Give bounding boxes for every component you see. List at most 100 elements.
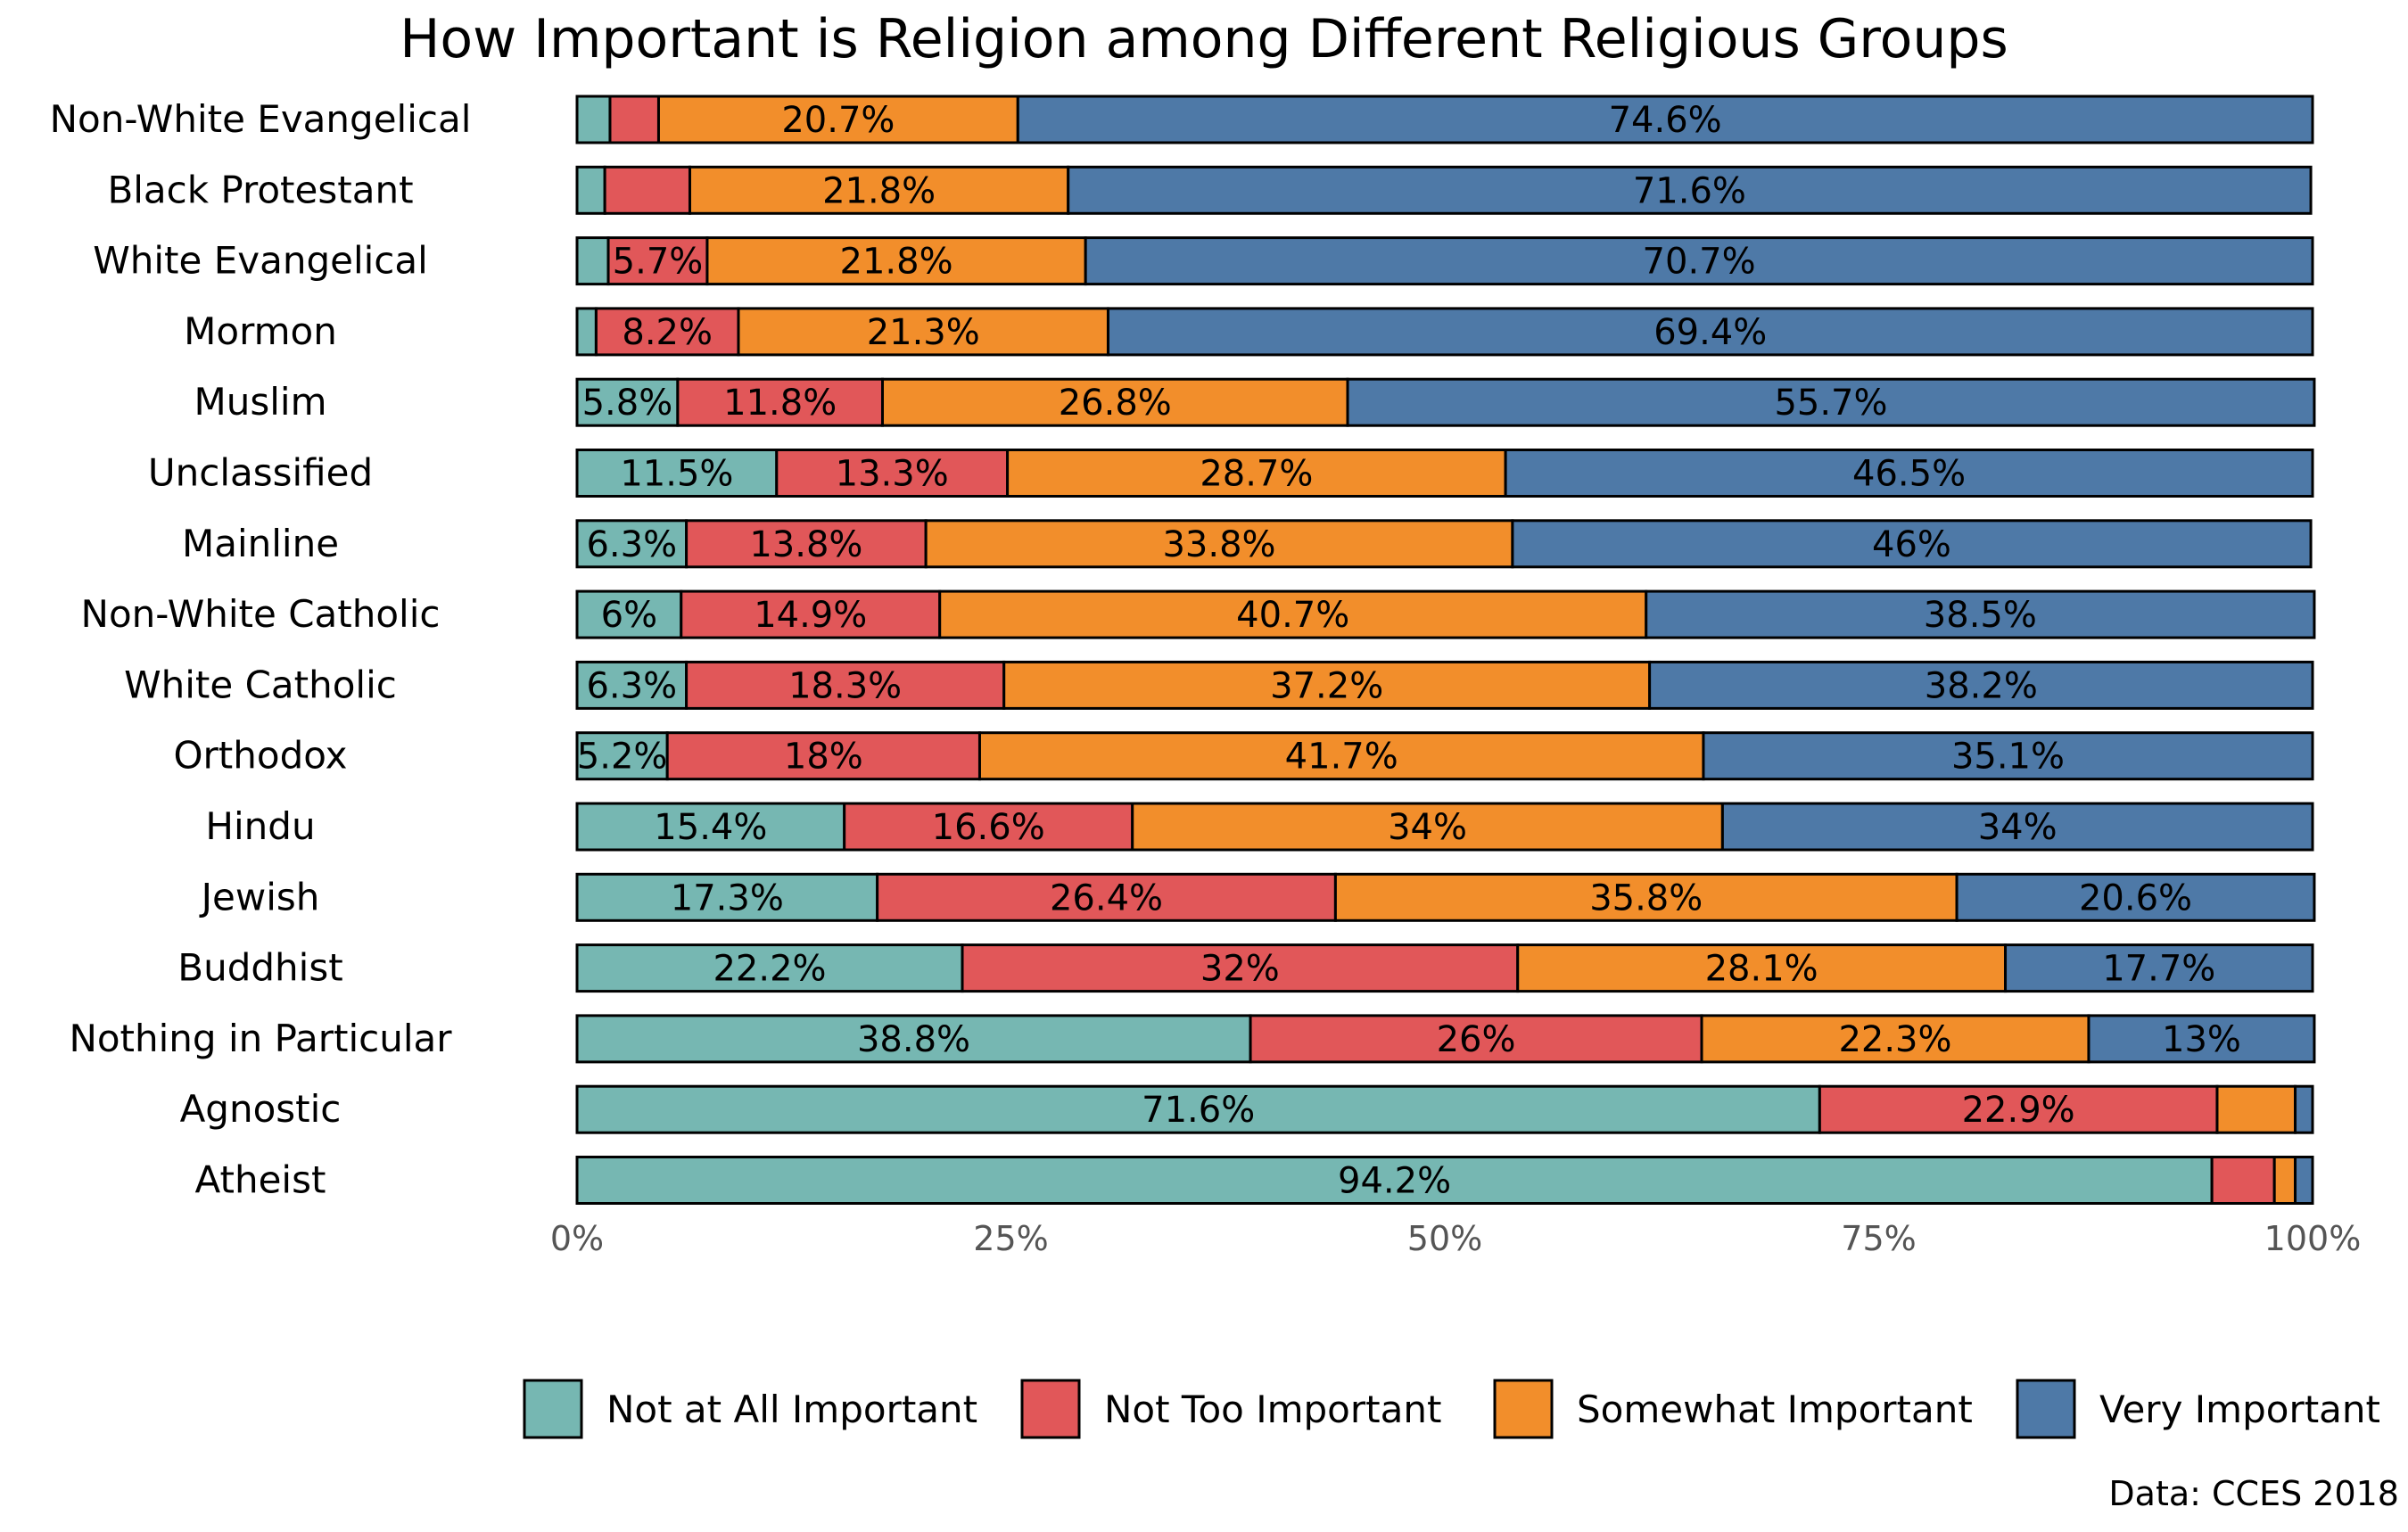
chart-title: How Important is Religion among Differen…	[400, 8, 2008, 70]
bar-mainline-very-important	[1511, 519, 2313, 569]
x-axis: 0% 25% 50% 75% 100%	[550, 1219, 2361, 1258]
data-label-non-white-catholic-very-important: 38.5%	[1924, 595, 2037, 636]
data-label-mormon-not-too-important: 8.2%	[622, 312, 713, 353]
x-tick-label: 100%	[2264, 1219, 2362, 1258]
bar-agnostic-not-at-all-important	[575, 1084, 1821, 1134]
data-label-nothing-in-particular-somewhat-important: 22.3%	[1838, 1019, 1951, 1060]
data-label-buddhist-somewhat-important: 28.1%	[1705, 949, 1818, 990]
bar-nothing-in-particular-very-important	[2087, 1014, 2316, 1064]
data-label-non-white-catholic-not-too-important: 14.9%	[754, 595, 867, 636]
bar-hindu-not-too-important	[843, 802, 1134, 852]
bar-muslim-not-too-important	[676, 377, 884, 427]
category-labels: Non-White Evangelical Black Protestant Whi…	[50, 97, 472, 1202]
category-label-non-white-evangelical: Non-White Evangelical	[50, 97, 472, 141]
data-label-white-catholic-very-important: 38.2%	[1925, 665, 2038, 706]
bar-atheist-not-too-important	[2210, 1156, 2276, 1205]
bar-atheist-somewhat-important	[2272, 1156, 2297, 1205]
category-label-mormon: Mormon	[184, 309, 337, 353]
bars: 20.7% 74.6% 21.8% 71.6% 5.7% 21.8% 70.7% 8.2% 21…	[575, 95, 2316, 1205]
data-label-white-catholic-somewhat-important: 37.2%	[1270, 665, 1383, 706]
bar-white-catholic-not-at-all-important	[575, 660, 689, 710]
data-label-jewish-somewhat-important: 35.8%	[1589, 877, 1703, 918]
bar-unclassified-not-too-important	[775, 449, 1010, 498]
legend-swatch-very-important	[2016, 1379, 2076, 1439]
bar-non-white-catholic-very-important	[1645, 589, 2316, 639]
x-tick-label: 0%	[550, 1219, 604, 1258]
category-label-hindu: Hindu	[205, 804, 315, 848]
data-label-black-protestant-somewhat-important: 21.8%	[822, 170, 936, 211]
legend-swatch-not-too-important	[1020, 1379, 1081, 1439]
legend-label-very-important: Very Important	[2099, 1388, 2380, 1431]
category-label-jewish: Jewish	[199, 875, 320, 918]
bar-buddhist-very-important	[2004, 943, 2314, 993]
bar-hindu-somewhat-important	[1131, 802, 1724, 852]
category-label-nothing-in-particular: Nothing in Particular	[69, 1017, 452, 1060]
legend-swatch-somewhat-important	[1493, 1379, 1554, 1439]
bar-black-protestant-somewhat-important	[688, 165, 1070, 215]
bar-white-evangelical-somewhat-important	[705, 236, 1087, 286]
data-label-orthodox-not-too-important: 18%	[784, 737, 863, 778]
category-label-agnostic: Agnostic	[180, 1087, 342, 1131]
data-label-non-white-catholic-not-at-all-important: 6%	[601, 595, 657, 636]
data-label-white-evangelical-somewhat-important: 21.8%	[840, 242, 953, 283]
bar-non-white-evangelical-not-at-all-important	[575, 95, 612, 144]
category-label-orthodox: Orthodox	[173, 734, 347, 778]
data-label-non-white-catholic-somewhat-important: 40.7%	[1236, 595, 1349, 636]
data-label-unclassified-not-at-all-important: 11.5%	[620, 454, 733, 495]
category-label-white-evangelical: White Evangelical	[93, 239, 428, 283]
data-label-muslim-not-too-important: 11.8%	[723, 383, 837, 424]
data-label-mainline-very-important: 46%	[1872, 524, 1951, 565]
bar-non-white-catholic-not-at-all-important	[575, 589, 683, 639]
data-label-orthodox-somewhat-important: 41.7%	[1285, 737, 1398, 778]
x-tick-label: 50%	[1407, 1219, 1482, 1258]
data-label-mainline-somewhat-important: 33.8%	[1162, 524, 1275, 565]
data-label-mormon-very-important: 69.4%	[1653, 312, 1767, 353]
bar-orthodox-very-important	[1702, 731, 2314, 781]
data-label-hindu-not-too-important: 16.6%	[932, 807, 1045, 848]
bar-white-catholic-somewhat-important	[1002, 660, 1652, 710]
bar-non-white-evangelical-very-important	[1016, 95, 2314, 144]
bar-agnostic-very-important	[2294, 1084, 2314, 1134]
chart-caption: Data: CCES 2018	[2108, 1474, 2399, 1513]
data-label-buddhist-not-too-important: 32%	[1200, 949, 1280, 990]
bar-agnostic-somewhat-important	[2215, 1084, 2297, 1134]
bar-jewish-somewhat-important	[1333, 872, 1959, 922]
category-label-mainline: Mainline	[182, 522, 339, 565]
bar-mormon-not-too-important	[594, 307, 740, 357]
bar-white-catholic-very-important	[1648, 660, 2314, 710]
bar-non-white-evangelical-not-too-important	[608, 95, 660, 144]
data-label-nothing-in-particular-not-too-important: 26%	[1437, 1019, 1516, 1060]
bar-white-catholic-not-too-important	[685, 660, 1006, 710]
bar-muslim-somewhat-important	[880, 377, 1349, 427]
data-label-agnostic-not-at-all-important: 71.6%	[1142, 1090, 1255, 1131]
bar-white-evangelical-very-important	[1084, 236, 2314, 286]
legend-label-not-at-all-important: Not at All Important	[606, 1388, 977, 1431]
bar-mainline-not-at-all-important	[575, 519, 689, 569]
data-label-unclassified-somewhat-important: 28.7%	[1200, 454, 1313, 495]
data-label-hindu-very-important: 34%	[1978, 807, 2058, 848]
category-label-buddhist: Buddhist	[177, 946, 342, 990]
data-label-white-catholic-not-too-important: 18.3%	[788, 665, 902, 706]
data-label-nothing-in-particular-very-important: 13%	[2162, 1019, 2241, 1060]
data-label-unclassified-very-important: 46.5%	[1852, 454, 1966, 495]
bar-black-protestant-very-important	[1067, 165, 2313, 215]
data-label-white-evangelical-not-too-important: 5.7%	[613, 242, 704, 283]
bar-atheist-very-important	[2294, 1156, 2314, 1205]
data-label-orthodox-very-important: 35.1%	[1951, 737, 2065, 778]
data-label-muslim-not-at-all-important: 5.8%	[582, 383, 673, 424]
bar-white-evangelical-not-at-all-important	[575, 236, 610, 286]
bar-hindu-very-important	[1720, 802, 2314, 852]
bar-mormon-somewhat-important	[737, 307, 1109, 357]
data-label-orthodox-not-at-all-important: 5.2%	[577, 737, 668, 778]
data-label-non-white-evangelical-somewhat-important: 20.7%	[781, 100, 895, 141]
bar-mormon-very-important	[1106, 307, 2314, 357]
data-label-unclassified-not-too-important: 13.3%	[836, 454, 949, 495]
data-label-atheist-not-at-all-important: 94.2%	[1338, 1161, 1451, 1202]
data-label-hindu-somewhat-important: 34%	[1388, 807, 1467, 848]
bar-nothing-in-particular-somewhat-important	[1700, 1014, 2091, 1064]
legend-label-not-too-important: Not Too Important	[1104, 1388, 1441, 1431]
category-label-unclassified: Unclassified	[148, 451, 373, 495]
category-label-muslim: Muslim	[194, 380, 327, 424]
legend: Not at All Important Not Too Important Som…	[523, 1379, 2380, 1439]
